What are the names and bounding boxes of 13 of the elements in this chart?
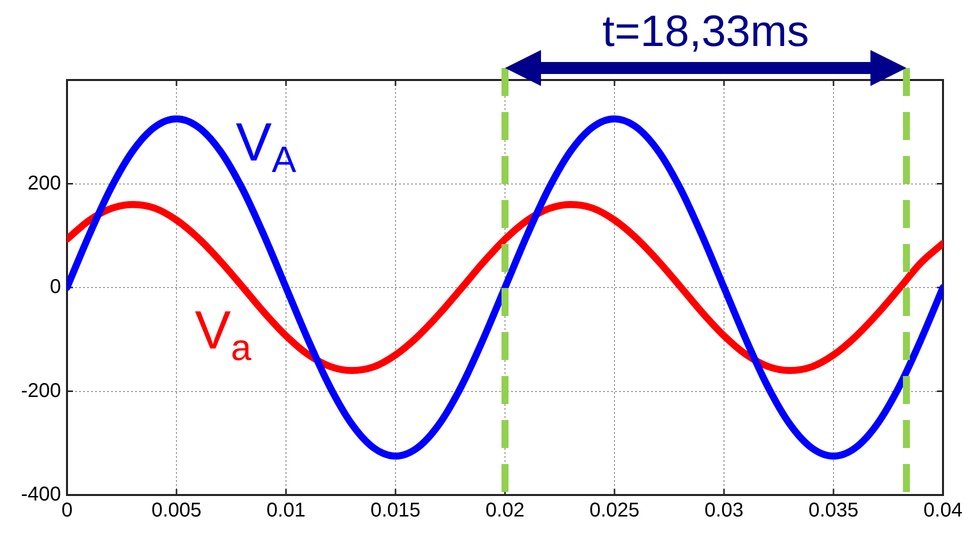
x-tick-label: 0.04 [924,500,962,522]
y-tick-label: -400 [20,484,61,506]
x-tick-label: 0.005 [151,500,202,522]
x-tick-label: 0.025 [589,500,640,522]
x-tick-label: 0.02 [486,500,524,522]
x-tick-label: 0.015 [370,500,421,522]
y-tick-label: 0 [50,276,61,298]
y-tick-label: 200 [28,172,61,194]
x-tick-label: 0.01 [266,500,306,522]
x-tick-label: 0.035 [808,500,859,522]
y-tick-label: -200 [20,380,61,402]
x-tick-label: 0.03 [704,500,744,522]
text: t=18,33ms [602,7,810,56]
